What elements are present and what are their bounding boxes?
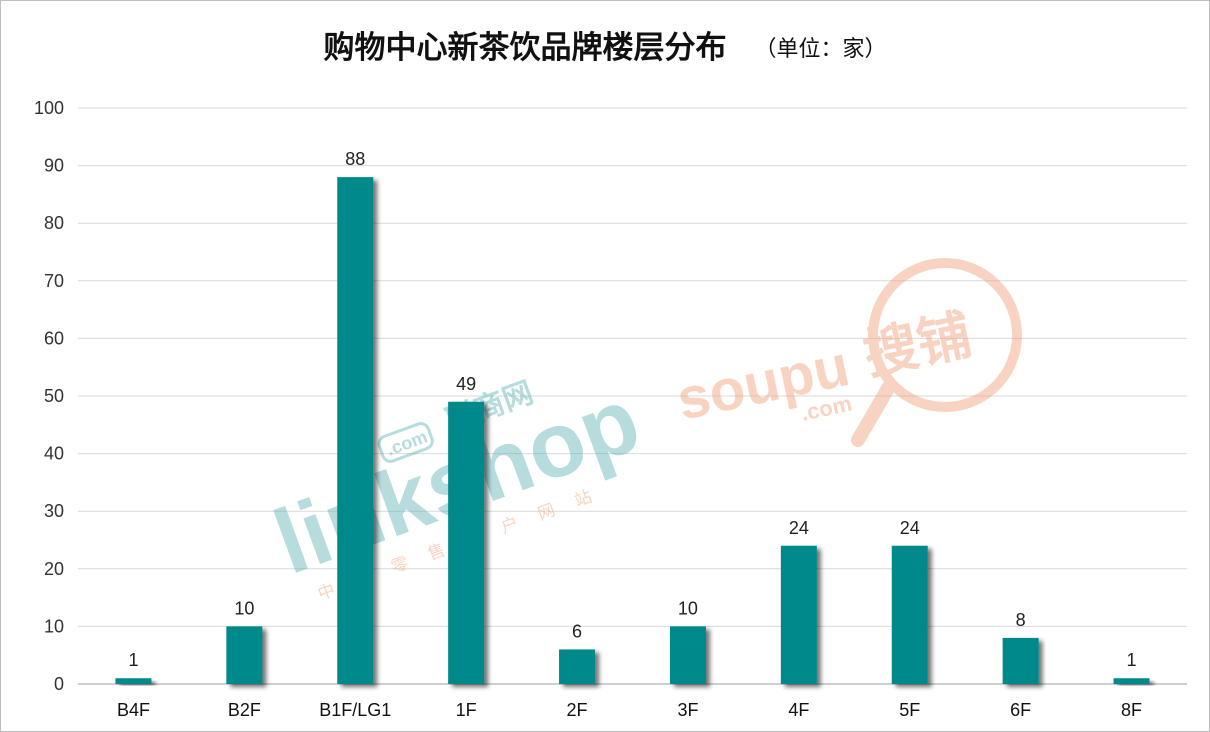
data-label: 24 bbox=[789, 518, 809, 538]
chart-title-text: 购物中心新茶饮品牌楼层分布 bbox=[323, 30, 727, 66]
x-tick-label: 4F bbox=[788, 700, 809, 720]
x-tick-label: 3F bbox=[677, 700, 698, 720]
data-label: 10 bbox=[234, 598, 254, 618]
x-tick-label: 2F bbox=[567, 700, 588, 720]
x-tick-label: 8F bbox=[1121, 700, 1142, 720]
y-tick-label: 100 bbox=[34, 98, 64, 118]
gridlines bbox=[78, 107, 1187, 627]
bar bbox=[891, 545, 928, 684]
x-tick-label: B1F/LG1 bbox=[319, 700, 391, 720]
y-tick-label: 40 bbox=[44, 444, 64, 464]
data-label: 8 bbox=[1016, 610, 1026, 630]
data-label: 10 bbox=[678, 598, 698, 618]
y-tick-label: 50 bbox=[44, 386, 64, 406]
bar bbox=[115, 678, 152, 684]
chart-unit-text: （单位：家） bbox=[754, 37, 887, 62]
y-tick-label: 30 bbox=[44, 501, 64, 521]
data-label: 88 bbox=[345, 149, 365, 169]
data-label: 6 bbox=[572, 621, 582, 641]
y-tick-label: 90 bbox=[44, 156, 64, 176]
y-tick-label: 10 bbox=[44, 616, 64, 636]
x-tick-label: B4F bbox=[117, 700, 150, 720]
bar bbox=[1002, 637, 1039, 684]
x-axis-ticks: B4F B2F B1F/LG1 1F 2F 3F 4F 5F 6F 8F bbox=[117, 700, 1142, 720]
soupu-magnifier-ring bbox=[868, 258, 1022, 412]
data-label: 1 bbox=[1127, 650, 1137, 670]
bars bbox=[115, 177, 1150, 684]
y-tick-label: 60 bbox=[44, 328, 64, 348]
y-tick-label: 0 bbox=[54, 674, 64, 694]
data-label: 49 bbox=[456, 374, 476, 394]
x-tick-label: 6F bbox=[1010, 700, 1031, 720]
y-tick-label: 80 bbox=[44, 213, 64, 233]
bar bbox=[448, 401, 485, 684]
bar bbox=[1113, 678, 1150, 684]
bar bbox=[780, 545, 817, 684]
bar bbox=[669, 626, 706, 684]
data-label: 24 bbox=[900, 518, 920, 538]
linkshop-com-badge bbox=[377, 422, 434, 463]
soupu-watermark: soupu 搜铺 .com bbox=[671, 258, 1022, 447]
x-tick-label: 5F bbox=[899, 700, 920, 720]
chart-title: 购物中心新茶饮品牌楼层分布 （单位：家） bbox=[0, 22, 1210, 67]
x-tick-label: 1F bbox=[456, 700, 477, 720]
soupu-magnifier-handle bbox=[851, 378, 897, 447]
y-axis-ticks: 0 10 20 30 40 50 60 70 80 90 100 bbox=[34, 98, 64, 694]
y-tick-label: 20 bbox=[44, 559, 64, 579]
bar bbox=[226, 626, 263, 684]
data-labels: 1 10 88 49 6 10 24 24 8 1 bbox=[128, 149, 1136, 670]
x-tick-label: B2F bbox=[228, 700, 261, 720]
bar bbox=[559, 649, 596, 684]
data-label: 1 bbox=[128, 650, 138, 670]
y-tick-label: 70 bbox=[44, 271, 64, 291]
bar bbox=[337, 177, 374, 684]
